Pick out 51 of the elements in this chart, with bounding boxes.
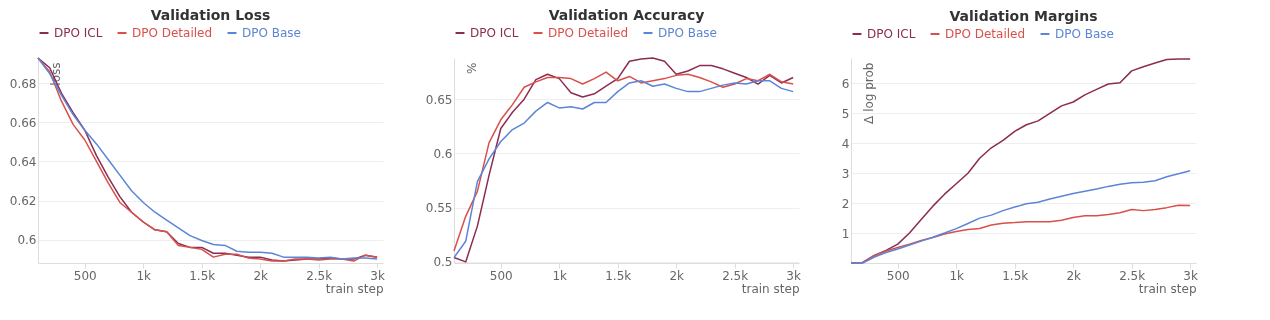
y-tick-label: 0.6 [433, 146, 453, 161]
x-tick-label: 500 [886, 268, 910, 283]
x-axis-title: train step [741, 281, 800, 296]
legend-label: DPO Detailed [945, 27, 1026, 41]
x-tick-label: 3k [1183, 268, 1198, 283]
x-tick-label: 1k [949, 268, 965, 283]
y-axis-title: Δ log prob [861, 62, 876, 124]
y-tick-label: 1 [841, 226, 850, 241]
legend-label: DPO Detailed [548, 26, 629, 40]
chart-title: Validation Accuracy [548, 7, 705, 23]
x-tick-label: 1k [136, 268, 152, 283]
y-tick-label: 4 [841, 136, 850, 151]
y-tick-label: 5 [841, 106, 850, 121]
chart-title: Validation Loss [150, 7, 271, 23]
x-tick-label: 2k [1066, 268, 1082, 283]
y-tick-label: 3 [841, 166, 850, 181]
legend-label: DPO Base [1055, 27, 1114, 41]
x-axis-title: train step [325, 281, 384, 296]
y-tick-label: 2 [841, 196, 850, 211]
x-tick-label: 2k [669, 268, 685, 283]
y-tick-label: 0.5 [433, 255, 453, 270]
y-tick-label: 6 [841, 76, 850, 91]
y-tick-label: 0.66 [9, 115, 37, 130]
y-tick-label: 0.62 [9, 194, 37, 209]
y-tick-label: 0.65 [425, 92, 453, 107]
x-tick-label: 2.5k [1119, 268, 1146, 283]
x-tick-label: 1.5k [189, 268, 216, 283]
chart-title: Validation Margins [949, 8, 1098, 24]
x-axis-title: train step [1138, 281, 1197, 296]
legend-label: DPO Detailed [132, 26, 213, 40]
x-tick-label: 1.5k [1002, 268, 1029, 283]
legend-label: DPO Base [658, 26, 717, 40]
x-tick-label: 3k [370, 268, 385, 283]
legend-label: DPO Base [242, 26, 301, 40]
legend-label: DPO ICL [470, 26, 519, 40]
x-tick-label: 1.5k [605, 268, 632, 283]
legend-label: DPO ICL [54, 26, 103, 40]
x-tick-label: 2k [253, 268, 269, 283]
x-tick-label: 2.5k [306, 268, 333, 283]
y-tick-label: 0.68 [9, 76, 37, 91]
x-tick-label: 2.5k [722, 268, 749, 283]
y-tick-label: 0.64 [9, 154, 37, 169]
x-tick-label: 500 [73, 268, 97, 283]
y-axis-title: % [464, 62, 479, 74]
y-tick-label: 0.6 [17, 233, 37, 248]
y-tick-label: 0.55 [425, 201, 453, 216]
x-tick-label: 3k [786, 268, 801, 283]
x-tick-label: 1k [552, 268, 568, 283]
legend-label: DPO ICL [867, 27, 916, 41]
line-series [850, 170, 1191, 264]
x-tick-label: 500 [489, 268, 513, 283]
